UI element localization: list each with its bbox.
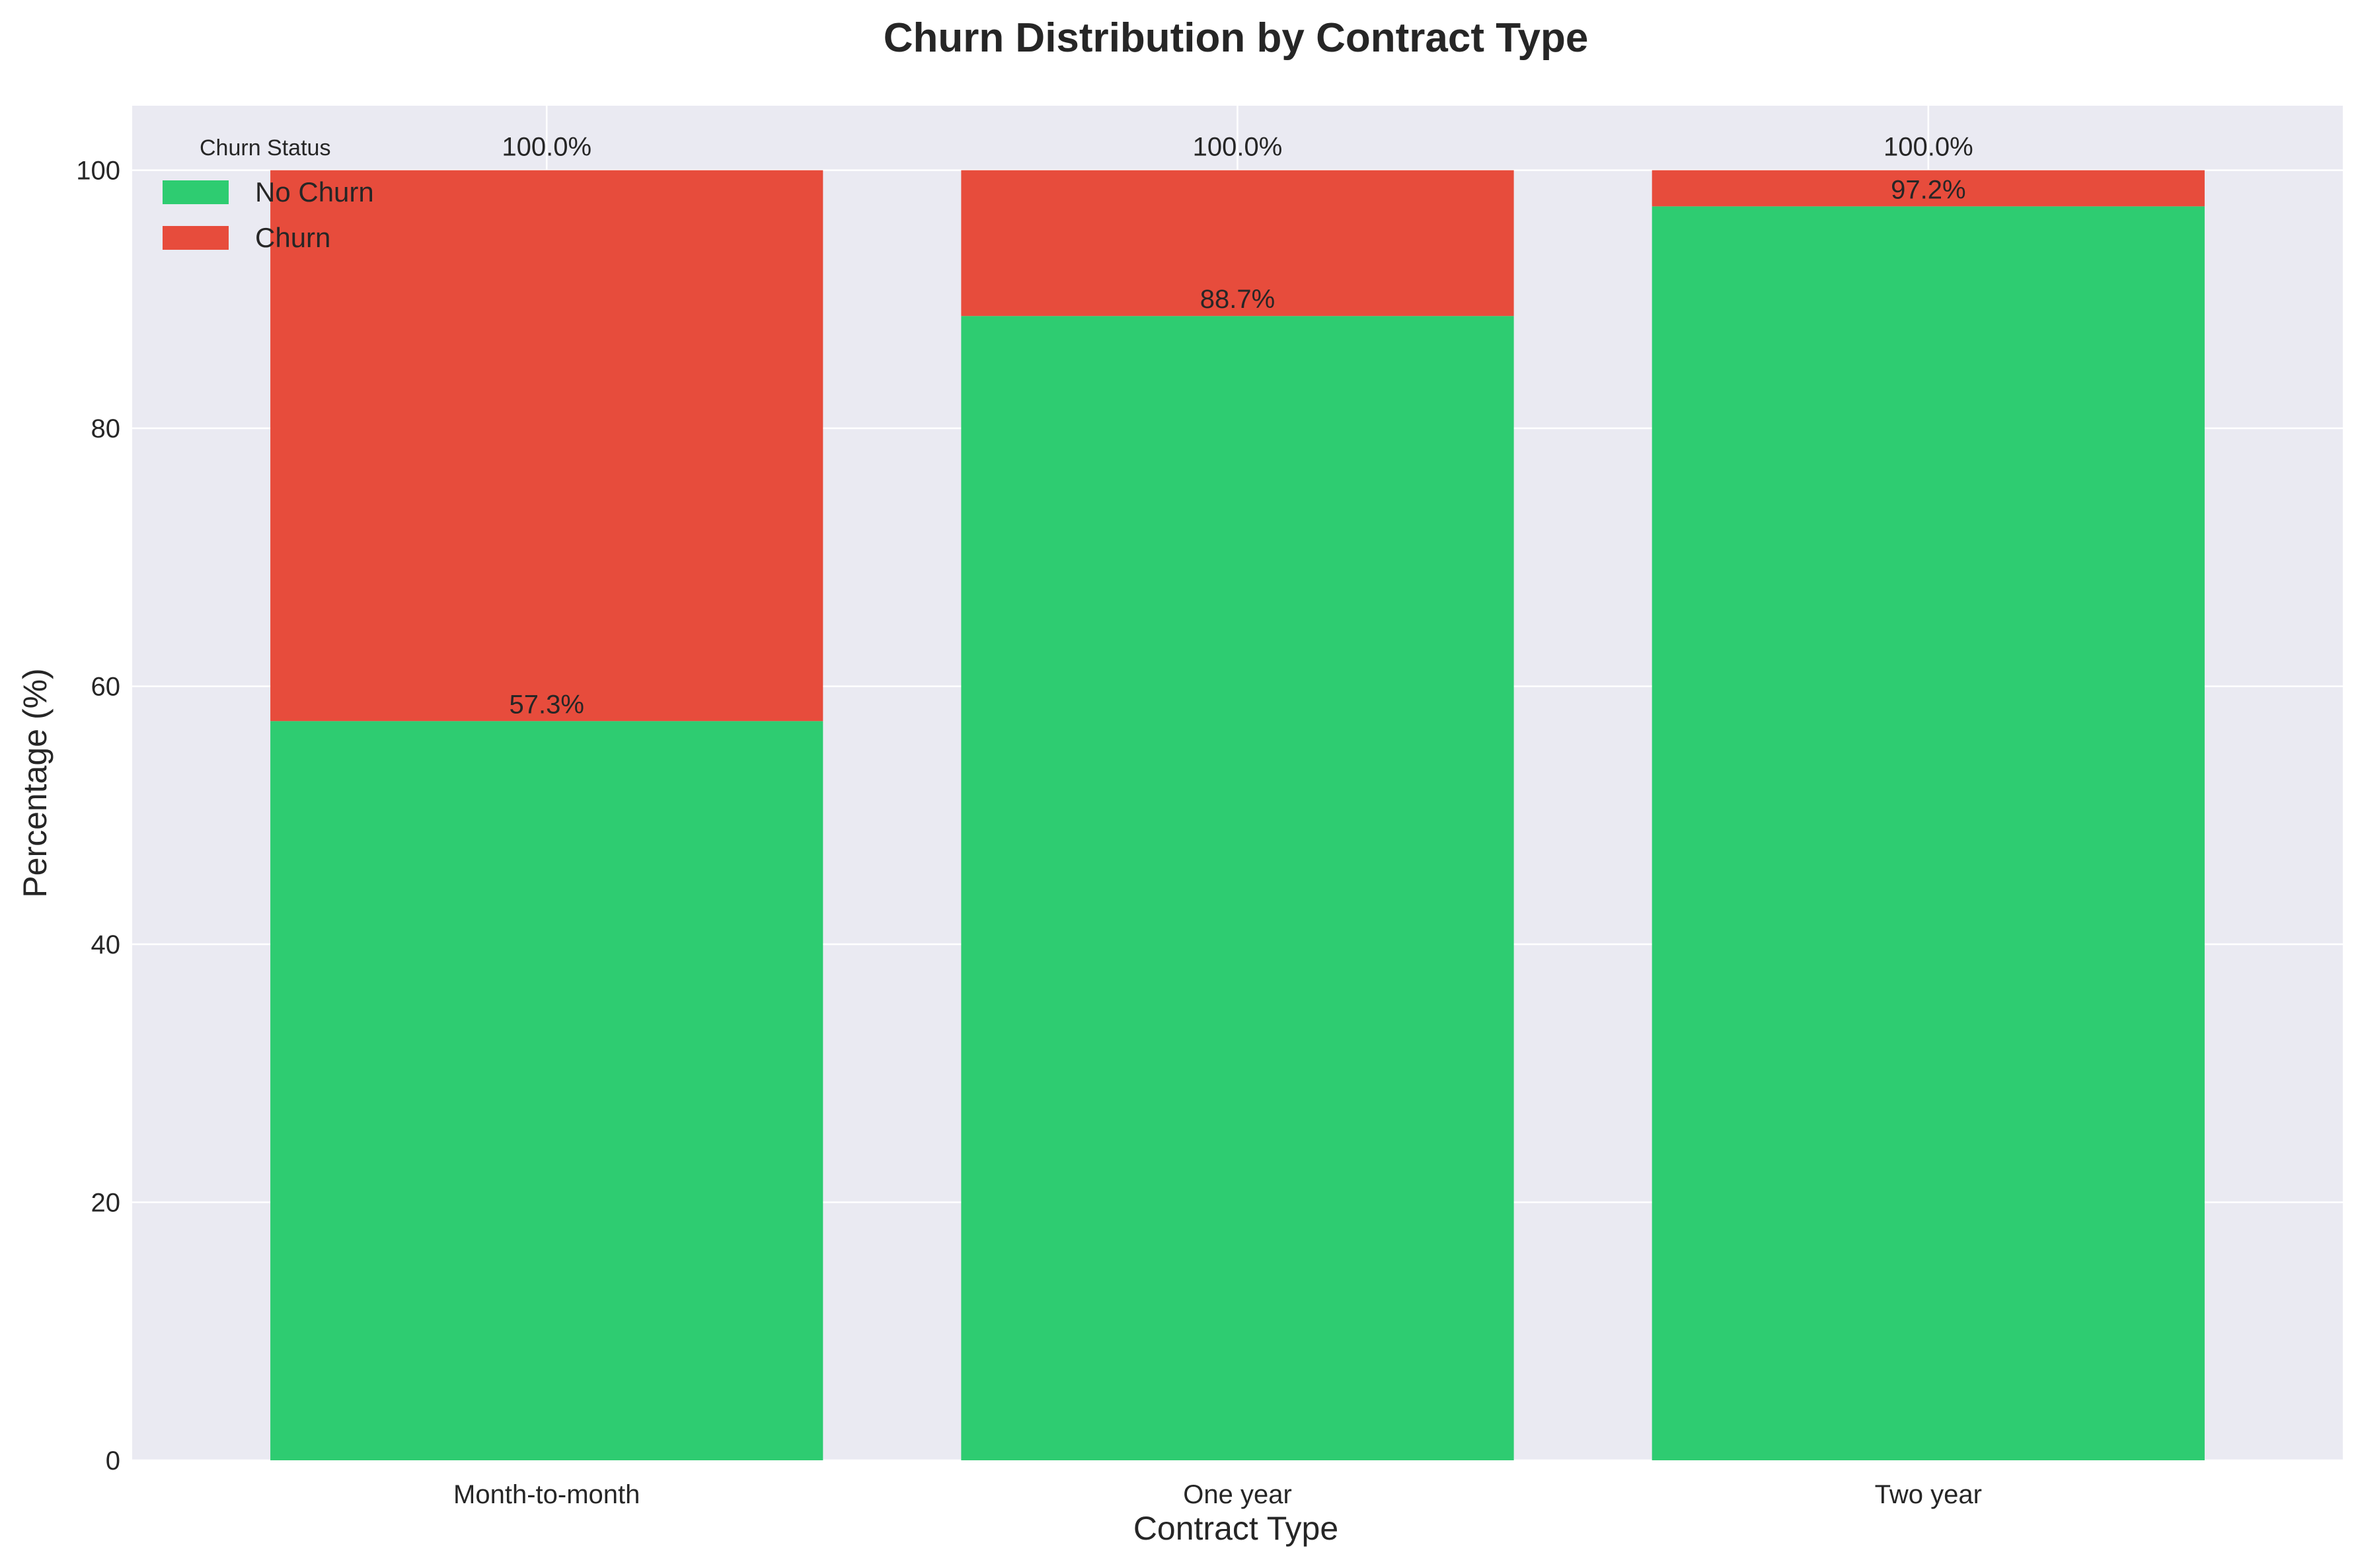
legend-swatch-churn: [163, 226, 229, 250]
bar-no-churn: [961, 316, 1514, 1461]
y-tick-label: 60: [91, 673, 121, 702]
y-axis-label: Percentage (%): [17, 668, 54, 897]
segment-value-label: 57.3%: [509, 690, 584, 719]
legend-label-churn: Churn: [255, 222, 330, 253]
x-tick-label: Month-to-month: [453, 1480, 640, 1509]
total-value-label: 100.0%: [1193, 133, 1283, 162]
legend-swatch-no-churn: [163, 180, 229, 204]
x-tick-label: Two year: [1875, 1480, 1982, 1509]
y-tick-label: 100: [76, 157, 120, 186]
legend: Churn Status No Churn Churn: [163, 135, 374, 253]
y-tick-label: 40: [91, 930, 121, 959]
total-value-label: 100.0%: [502, 133, 591, 162]
x-axis-label: Contract Type: [1133, 1510, 1338, 1547]
x-tick-label: One year: [1183, 1480, 1292, 1509]
y-tick-label: 80: [91, 414, 121, 443]
chart-title: Churn Distribution by Contract Type: [884, 15, 1589, 61]
total-value-label: 100.0%: [1884, 133, 1973, 162]
segment-value-label: 88.7%: [1200, 285, 1275, 314]
bar-churn: [1652, 170, 2205, 207]
y-tick-label: 0: [106, 1446, 120, 1475]
legend-title: Churn Status: [200, 135, 330, 161]
legend-label-no-churn: No Churn: [255, 176, 374, 207]
y-tick-label: 20: [91, 1189, 121, 1218]
tick-labels: 0 20 40 60 80 100 Month-to-month One year Two ye…: [76, 157, 1982, 1509]
bar-churn: [270, 170, 823, 722]
bars: [270, 170, 2205, 1461]
segment-value-label: 97.2%: [1891, 175, 1965, 204]
data-labels: 57.3% 100.0% 88.7% 100.0% 97.2% 100.0%: [502, 133, 1973, 720]
bar-churn: [961, 170, 1514, 317]
bar-no-churn: [1652, 206, 2205, 1461]
bar-no-churn: [270, 721, 823, 1460]
